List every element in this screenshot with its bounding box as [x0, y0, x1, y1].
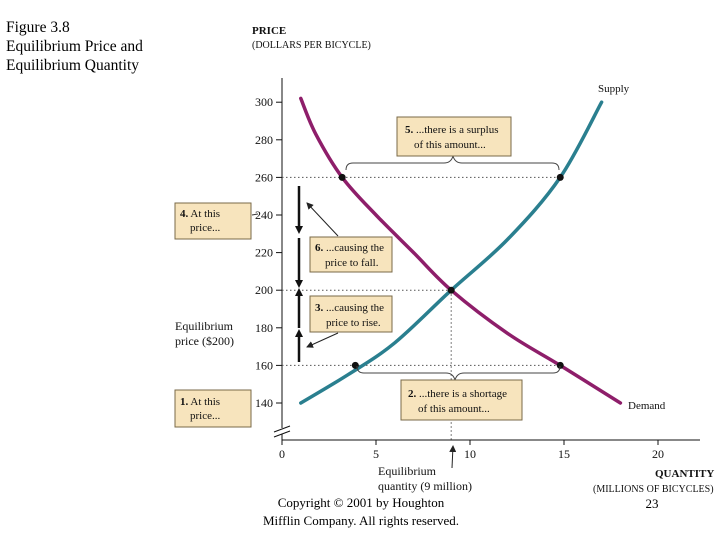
shortage-box: 2. ...there is a shortage of this amount…: [400, 379, 523, 421]
surplus-line-2: of this amount...: [414, 139, 486, 151]
shortage-line-1: ...there is a shortage: [419, 388, 507, 400]
copyright-footer: Copyright © 2001 by Houghton Mifflin Com…: [250, 494, 472, 530]
y-tick-label: 260: [255, 170, 273, 184]
point-demand-at-260: [338, 173, 346, 181]
point-demand-at-160: [556, 361, 564, 369]
y-tick-label: 220: [255, 246, 273, 260]
fall-pointer: [306, 202, 339, 237]
high-price-line-2: price...: [190, 222, 220, 234]
y-axis-title: PRICE: [252, 25, 286, 37]
eq-quantity-pointer: [449, 445, 457, 469]
y-tick-label: 140: [255, 396, 273, 410]
y-tick-label: 280: [255, 133, 273, 147]
rise-num: 3.: [315, 302, 324, 314]
svg-text:2. ...there is a shortage: 2. ...there is a shortage: [408, 388, 507, 400]
surplus-brace: [345, 154, 560, 171]
eq-price-label-1: Equilibrium: [175, 319, 234, 333]
high-price-box: 4. At this price...: [174, 202, 252, 240]
point-supply-at-160: [351, 361, 359, 369]
high-price-num: 4.: [180, 208, 189, 220]
svg-text:6. ...causing the: 6. ...causing the: [315, 242, 384, 254]
y-tick-label: 180: [255, 321, 273, 335]
demand-curve: [299, 96, 623, 405]
svg-text:3. ...causing the: 3. ...causing the: [315, 302, 384, 314]
x-tick-label: 15: [558, 447, 570, 461]
point-equilibrium: [447, 286, 455, 294]
svg-text:4. At this: 4. At this: [180, 208, 220, 220]
surplus-line-1: ...there is a surplus: [416, 124, 498, 136]
footer-line-2: Mifflin Company. All rights reserved.: [262, 513, 460, 528]
low-price-box: 1. At this price...: [174, 389, 252, 428]
fall-line-1: ...causing the: [326, 242, 384, 254]
svg-text:5. ...there is a surplus: 5. ...there is a surplus: [405, 124, 498, 136]
shortage-num: 2.: [408, 388, 417, 400]
rise-line-1: ...causing the: [326, 302, 384, 314]
surplus-num: 5.: [405, 124, 414, 136]
x-tick-label: 20: [652, 447, 664, 461]
y-tick-label: 300: [255, 95, 273, 109]
eq-price-label-2: price ($200): [175, 334, 234, 348]
surplus-box: 5. ...there is a surplus of this amount.…: [396, 116, 512, 157]
shortage-line-2: of this amount...: [418, 403, 490, 415]
point-supply-at-260: [556, 173, 564, 181]
y-tick-label: 240: [255, 208, 273, 222]
x-tick-label: 0: [279, 447, 285, 461]
high-price-line-1: At this: [190, 208, 220, 220]
slide-title: Figure 3.8 Equilibrium Price and Equilib…: [6, 18, 186, 75]
svg-text:1. At this: 1. At this: [180, 396, 220, 408]
fall-num: 6.: [315, 242, 324, 254]
y-axis-subtitle: (DOLLARS PER BICYCLE): [252, 40, 371, 51]
axis-break-mark: [273, 430, 291, 438]
page-number: 23: [645, 496, 659, 511]
low-price-num: 1.: [180, 396, 189, 408]
low-price-line-1: At this: [190, 396, 220, 408]
title-line-1: Figure 3.8: [6, 19, 70, 36]
supply-label: Supply: [598, 83, 630, 95]
rise-line-2: price to rise.: [326, 317, 381, 329]
eq-quantity-label-2: quantity (9 million): [378, 479, 472, 493]
title-line-3: Equilibrium Quantity: [6, 57, 140, 74]
x-tick-label: 5: [373, 447, 379, 461]
low-price-line-2: price...: [190, 410, 220, 422]
x-tick-label: 10: [464, 447, 476, 461]
fall-line-2: price to fall.: [325, 257, 379, 269]
axis-break-mark: [273, 425, 291, 433]
y-tick-label: 200: [255, 283, 273, 297]
shortage-brace: [356, 365, 561, 382]
demand-label: Demand: [628, 400, 666, 412]
rise-pointer: [306, 332, 339, 348]
eq-quantity-label-1: Equilibrium: [378, 464, 437, 478]
title-line-2: Equilibrium Price and: [6, 38, 143, 55]
high-price-pointer: [251, 213, 259, 216]
x-axis-subtitle: (MILLIONS OF BICYCLES): [593, 484, 714, 495]
rise-box: 3. ...causing the price to rise.: [309, 295, 393, 333]
x-axis-title: QUANTITY: [655, 468, 714, 480]
y-tick-label: 160: [255, 358, 273, 372]
footer-line-1: Copyright © 2001 by Houghton: [277, 495, 445, 510]
fall-box: 6. ...causing the price to fall.: [309, 236, 393, 273]
